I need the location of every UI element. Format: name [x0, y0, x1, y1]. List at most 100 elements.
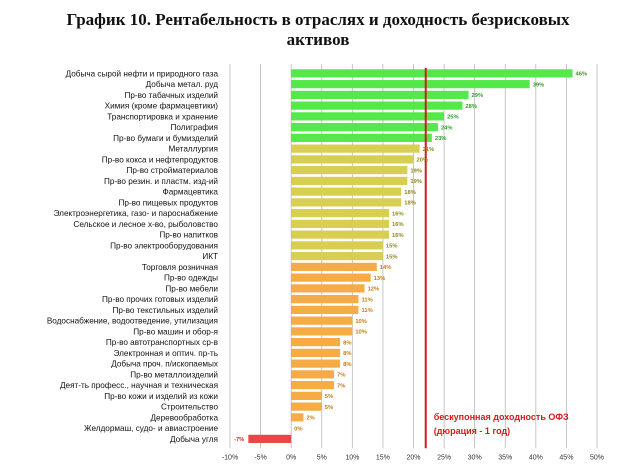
- category-label: Добыча сырой нефти и природного газа: [66, 69, 219, 78]
- bar: [291, 90, 469, 99]
- category-label: Деревообработка: [151, 413, 219, 422]
- x-tick-label: 50%: [590, 454, 604, 461]
- category-label: Пр-во стройматериалов: [127, 166, 218, 175]
- category-label: Желдормаш, судо- и авиастроение: [84, 424, 218, 433]
- chart-title-line1: График 10. Рентабельность в отраслях и д…: [66, 10, 570, 29]
- x-axis-ticks: -10% -5% 0% 5% 10% 15% 20% 25% 30% 35% 40% 45% 50%: [222, 454, 604, 461]
- bar-value-label: 12%: [368, 287, 380, 293]
- bar-value-label: 0%: [294, 426, 302, 432]
- bar: [291, 252, 383, 261]
- x-tick-label: 40%: [529, 454, 543, 461]
- bar: [291, 359, 341, 368]
- gridlines: [229, 64, 598, 449]
- category-label: Пр-во автотранспортных ср-в: [106, 338, 218, 347]
- bar: [291, 80, 530, 89]
- bar: [291, 123, 438, 132]
- bar-value-label: 5%: [325, 405, 333, 411]
- x-tick-label: 5%: [317, 454, 327, 461]
- bar-value-label: 8%: [343, 351, 351, 357]
- bar: [291, 381, 334, 390]
- x-tick-label: 30%: [468, 454, 482, 461]
- category-label: Торговля розничная: [142, 263, 218, 272]
- category-label: Добыча метал. руд: [146, 80, 219, 89]
- bar-value-label: 19%: [410, 179, 422, 185]
- category-label: Пр-во электрооборудования: [110, 241, 218, 250]
- bar: [291, 241, 383, 250]
- bar-value-label: 18%: [404, 201, 416, 207]
- category-label: Транспортировка и хранение: [107, 112, 218, 121]
- x-tick-label: 25%: [437, 454, 451, 461]
- bar: [291, 209, 390, 218]
- bar: [291, 101, 463, 110]
- bar-value-label: 11%: [361, 308, 372, 314]
- bar-value-label: 13%: [374, 276, 386, 282]
- x-tick-label: 15%: [376, 454, 390, 461]
- category-label: Водоснабжение, водоотведение, утилизация: [47, 317, 218, 326]
- category-labels: 46% Добыча сырой нефти и природного газа 3…: [47, 69, 587, 444]
- bar-value-label: 29%: [472, 93, 484, 99]
- category-label: Пр-во табачных изделий: [124, 91, 218, 100]
- x-tick-label: -10%: [222, 454, 238, 461]
- bar: [291, 284, 365, 293]
- bar-value-label: 14%: [380, 265, 392, 271]
- x-tick-label: -5%: [254, 454, 266, 461]
- bar: [291, 144, 420, 153]
- bars: [248, 69, 573, 443]
- bar: [291, 273, 371, 282]
- category-label: Пр-во резин. и пластм. изд-ий: [104, 177, 218, 186]
- bar-value-label: 10%: [355, 319, 367, 325]
- category-label: Добыча проч. п/ископаемых: [111, 360, 218, 369]
- category-label: Электроэнергетика, газо- и пароснабжение: [54, 209, 219, 218]
- category-label: Металлургия: [168, 145, 218, 154]
- bar-value-label: 24%: [441, 125, 453, 131]
- bar-value-label: 28%: [465, 104, 477, 110]
- bar: [291, 219, 390, 228]
- bar: [291, 305, 359, 314]
- bar-value-label: 39%: [533, 82, 545, 88]
- bar-value-label: 7%: [337, 383, 345, 389]
- bar: [248, 434, 292, 443]
- bar: [291, 262, 377, 271]
- x-tick-label: 10%: [345, 454, 359, 461]
- bar: [291, 370, 334, 379]
- x-tick-label: 35%: [498, 454, 512, 461]
- reference-line-label-1: бескупонная доходность ОФЗ: [434, 412, 569, 422]
- bar: [291, 187, 402, 196]
- bar: [291, 402, 322, 411]
- category-label: ИКТ: [202, 252, 218, 261]
- chart-title: График 10. Рентабельность в отраслях и д…: [0, 10, 636, 50]
- bar: [291, 155, 414, 164]
- bar: [291, 112, 445, 121]
- bar-value-label: 10%: [355, 330, 367, 336]
- reference-line-label-2: (дюрация - 1 год): [434, 426, 510, 436]
- bar-value-label: 11%: [361, 297, 372, 303]
- chart-title-line2: активов: [286, 30, 350, 49]
- bar: [291, 316, 353, 325]
- category-label: Пр-во одежды: [164, 274, 218, 283]
- bar-value-label: 21%: [423, 147, 435, 153]
- bar: [291, 133, 432, 142]
- category-label: Пр-во текстильных изделий: [112, 306, 218, 315]
- bar-value-label: 15%: [386, 244, 398, 250]
- category-label: Добыча угля: [170, 435, 218, 444]
- category-label: Сельское и лесное х-во, рыболовство: [73, 220, 218, 229]
- bar-value-label: 7%: [337, 373, 345, 379]
- bar: [291, 198, 402, 207]
- bar-value-label: 18%: [404, 190, 416, 196]
- category-label: Полиграфия: [171, 123, 218, 132]
- bar-value-label: 8%: [343, 362, 351, 368]
- bar: [291, 391, 322, 400]
- bar: [291, 327, 353, 336]
- bar: [291, 413, 304, 422]
- category-label: Пр-во кокса и нефтепродуктов: [102, 155, 218, 164]
- bar: [291, 295, 359, 304]
- bar-value-label: 2%: [306, 416, 314, 422]
- category-label: Пр-во бумаги и бумизделий: [113, 134, 218, 143]
- category-label: Деят-ть професс., научная и техническая: [60, 381, 218, 390]
- category-label: Пр-во металлоизделий: [130, 370, 218, 379]
- x-tick-label: 45%: [559, 454, 573, 461]
- bar-value-label: 19%: [410, 168, 422, 174]
- bar-value-label: 20%: [417, 158, 429, 164]
- bar-value-label: 23%: [435, 136, 447, 142]
- bar-value-label: 8%: [343, 340, 351, 346]
